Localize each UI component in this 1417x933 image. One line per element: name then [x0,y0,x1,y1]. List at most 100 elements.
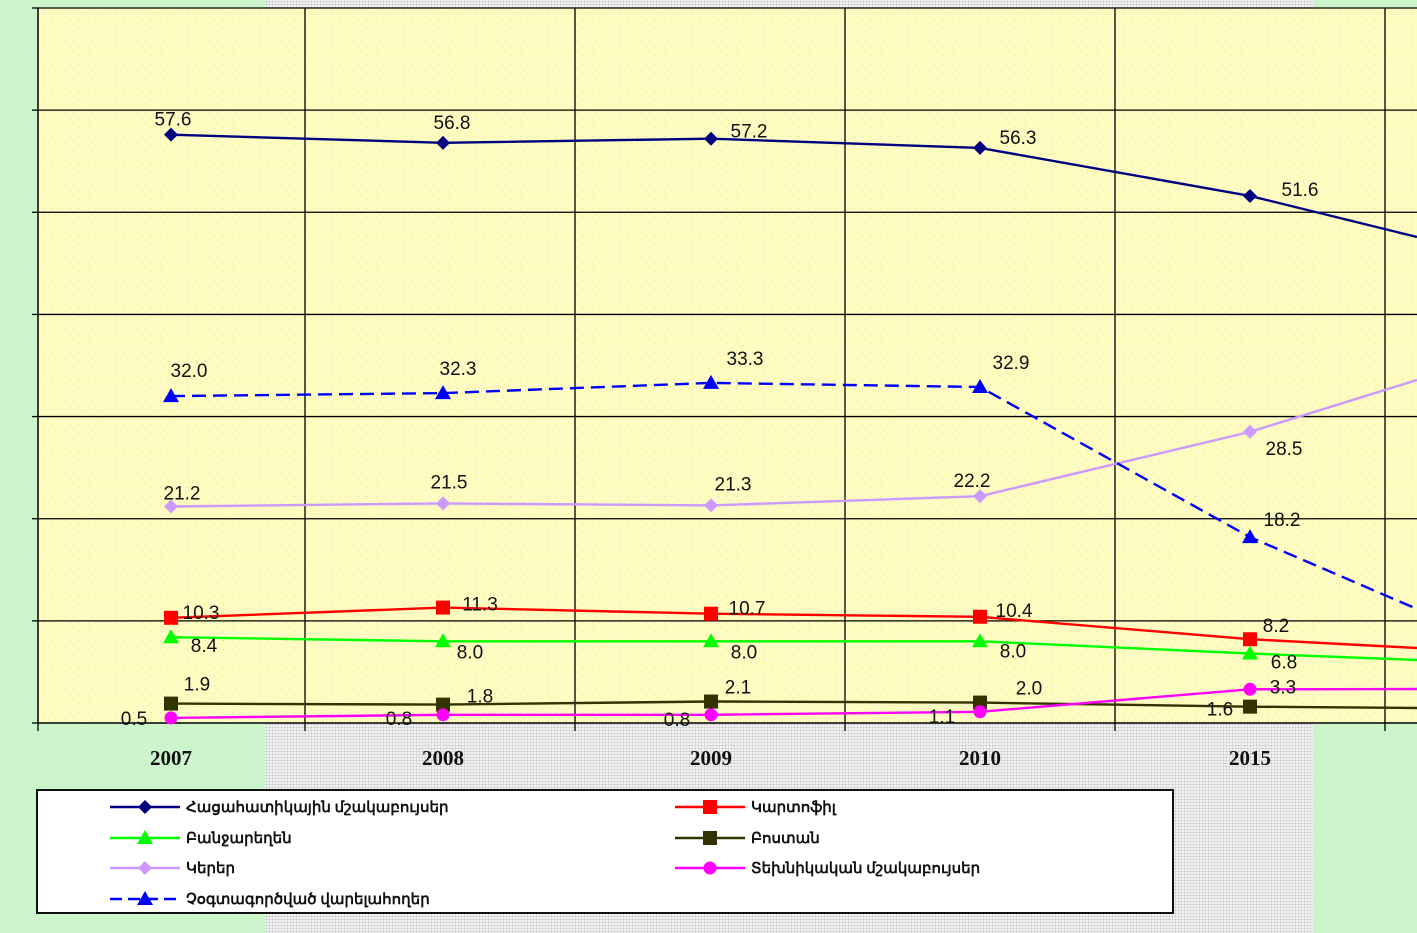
plot-background [38,8,1417,723]
legend: Հացահատիկային մշակաբույսեր Կարտոֆիլ Բանջար… [36,789,1174,914]
data-point-1-5 [1243,188,1257,203]
legend-marker [703,861,717,875]
data-point-4-5 [1243,699,1257,714]
data-label-1-3: 57.2 [731,122,768,143]
legend-label: Չօգտագործված վարելահողեր [186,891,430,908]
data-point-1-1 [164,127,178,142]
data-label-4-1: 1.9 [184,675,210,696]
legend-marker [703,831,717,845]
data-point-7-4 [972,378,988,393]
data-point-1-4 [973,140,987,155]
series-line-6 [170,687,1417,720]
data-point-3-5 [1242,645,1258,660]
data-label-2-2: 11.3 [462,595,498,616]
legend-swatch [110,861,180,875]
data-label-1-1: 57.6 [155,110,192,131]
data-point-5-1 [164,499,178,514]
x-tick-label-4: 2010 [959,746,1001,770]
series-line-4 [170,700,1417,710]
legend-item-2: Կարտոֆիլ [673,795,836,819]
legend-item-7: Չօգտագործված վարելահողեր [108,887,430,911]
x-tick-label-3: 2009 [690,746,732,770]
legend-label: Կերեր [186,860,236,877]
data-point-4-1 [164,696,178,711]
legend-marker [137,891,153,905]
data-point-6-3 [704,708,718,722]
data-label-3-5: 6.8 [1271,653,1297,674]
data-label-6-5: 3.3 [1270,677,1296,698]
data-label-2-3: 10.7 [729,599,766,620]
data-point-5-5 [1243,424,1257,439]
data-point-3-1 [163,629,179,644]
data-point-2-2 [436,600,450,615]
x-tick-labels: 2007 2008 2009 2010 2015 [150,746,1271,770]
legend-swatch [110,800,180,814]
data-label-6-2: 0.8 [386,709,412,730]
legend-marker [138,800,152,814]
data-point-3-3 [703,633,719,648]
data-label-4-3: 2.1 [725,678,751,699]
legend-swatch [110,830,180,844]
legend-swatch [675,831,745,845]
data-label-7-1: 32.0 [171,361,208,382]
legend-marker [137,830,153,844]
data-label-1-2: 56.8 [434,113,471,134]
axes [32,7,1417,731]
data-label-2-5: 8.2 [1263,616,1289,637]
data-label-6-3: 0.8 [664,710,690,731]
data-label-1-4: 56.3 [1000,128,1037,149]
data-label-7-3: 33.3 [727,349,764,370]
legend-item-1: Հացահատիկային մշակաբույսեր [108,795,449,819]
data-label-4-2: 1.8 [467,687,493,708]
legend-marker [138,861,152,875]
legend-item-6: Տեխնիկական մշակաբույսեր [673,856,980,880]
data-label-3-4: 8.0 [1000,641,1026,662]
data-point-4-3 [704,694,718,709]
legend-marker [703,800,717,814]
data-point-4-4 [973,695,987,710]
series-line-3 [170,636,1417,662]
data-point-7-5 [1242,529,1258,544]
legend-swatch [675,861,745,875]
data-point-2-3 [704,606,718,621]
data-point-7-1 [163,388,179,403]
series-lines [170,133,1417,720]
legend-label: Կարտոֆիլ [751,799,836,816]
data-point-6-1 [164,711,178,725]
data-point-6-4 [973,705,987,719]
data-label-4-5: 1.6 [1207,700,1233,721]
data-label-3-2: 8.0 [457,642,483,663]
x-tick-label-1: 2007 [150,746,192,770]
data-point-7-2 [435,385,451,400]
data-label-5-5: 28.5 [1266,439,1303,460]
data-point-7-3 [703,374,719,389]
legend-item-3: Բանջարեղեն [108,826,292,850]
legend-label: Բանջարեղեն [186,830,292,847]
data-point-1-2 [436,135,450,150]
data-label-4-4: 2.0 [1016,679,1042,700]
series-line-2 [170,606,1417,650]
legend-item-4: Բոստան [673,826,820,850]
series-markers [163,127,1258,725]
data-label-2-4: 10.4 [996,601,1033,622]
data-label-5-3: 21.3 [715,474,752,495]
data-point-4-2 [436,697,450,712]
legend-label: Հացահատիկային մշակաբույսեր [186,799,449,816]
legend-swatch [675,800,745,814]
data-point-2-4 [973,609,987,624]
x-tick-label-5: 2015 [1229,746,1271,770]
legend-label: Բոստան [751,830,820,847]
data-labels: 57.6 56.8 57.2 56.3 51.6 10.3 11.3 10.7 10.4 8.2 8… [121,110,1319,731]
gridlines [38,7,1417,723]
data-label-6-1: 0.5 [121,709,147,730]
data-point-3-2 [435,633,451,648]
data-point-1-3 [704,131,718,146]
data-point-3-4 [972,633,988,648]
legend-swatch [110,891,180,905]
plot-area [38,8,1417,723]
data-label-5-2: 21.5 [431,472,468,493]
data-label-5-1: 21.2 [164,483,201,504]
data-label-6-4: 1.1 [929,707,955,728]
data-label-3-3: 8.0 [731,642,757,663]
